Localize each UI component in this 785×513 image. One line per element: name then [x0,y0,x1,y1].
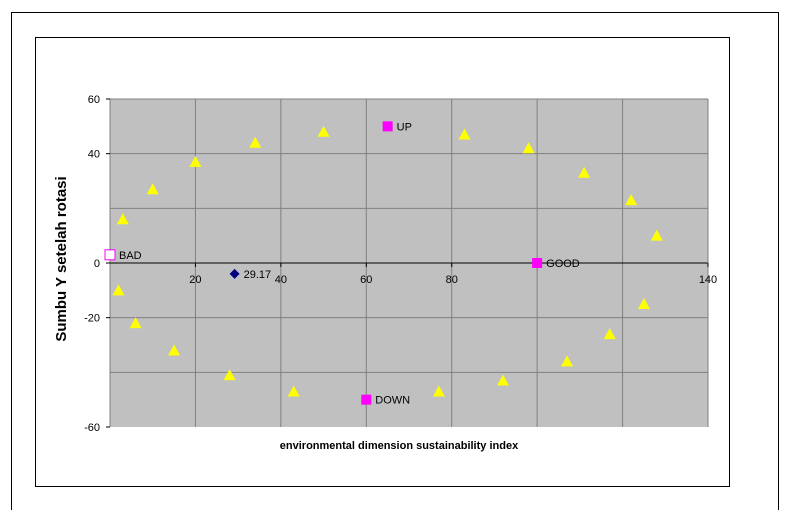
triangle-marker [223,369,236,381]
square-marker [532,258,543,268]
triangle-marker [650,229,663,241]
x-tick-label: 60 [360,274,372,286]
triangle-marker [287,385,300,397]
y-tick-label: 0 [94,258,100,270]
y-tick-label: -60 [84,422,100,434]
triangle-marker [625,194,638,206]
triangle-marker [578,166,591,178]
triangle-marker [112,284,125,296]
y-tick-label: 60 [88,94,100,106]
hollow-square-marker [104,249,116,261]
point-label: UP [397,121,412,133]
triangle-marker [561,355,574,367]
triangle-marker [603,328,616,340]
point-label: GOOD [546,258,580,270]
triangle-marker [189,155,202,167]
point-label: BAD [119,250,142,262]
chart-area: 60 40 0 -20 -60 20 40 60 80 140 UP DOWN GOOD BAD 29.17… [35,37,730,487]
square-marker [361,394,372,405]
triangle-marker [522,142,535,154]
triangle-marker [317,125,330,137]
diamond-marker [229,268,240,279]
triangle-marker [637,298,650,309]
point-label: DOWN [375,395,410,407]
triangle-marker [458,128,471,140]
y-tick-label: -20 [84,313,100,325]
x-tick-label: 40 [275,274,287,286]
point-label: 29.17 [244,269,272,281]
x-tick-label: 140 [699,274,717,286]
triangle-marker [116,213,129,225]
x-tick-label: 80 [446,274,458,286]
square-marker [382,121,393,132]
y-axis-title: Sumbu Y setelah rotasi [53,176,70,341]
scatter-chart: 60 40 0 -20 -60 20 40 60 80 140 UP DOWN GOOD BAD 29.17… [53,94,717,452]
triangle-marker [129,317,142,329]
triangle-marker [432,385,445,397]
triangle-marker [496,374,509,386]
triangle-marker [168,344,181,356]
y-tick-label: 40 [88,149,100,161]
triangle-marker [249,136,262,148]
x-tick-label: 20 [189,274,201,286]
chart-frame [11,12,779,510]
triangle-marker [146,183,159,195]
x-axis-title: environmental dimension sustainability i… [280,440,519,452]
